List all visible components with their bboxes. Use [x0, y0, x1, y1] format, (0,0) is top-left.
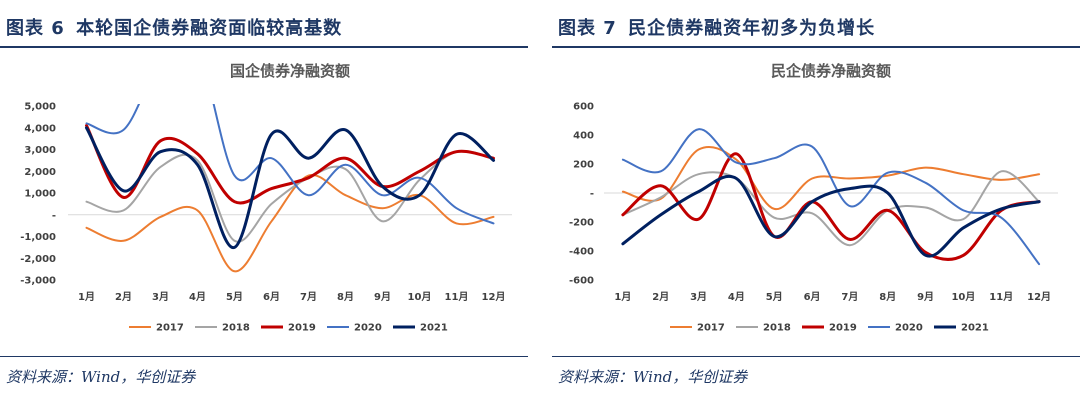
- y-tick-label: 400: [573, 131, 594, 142]
- figure-7-header: 图表 7 民企债券融资年初多为负增长: [558, 14, 875, 40]
- legend-label-2017: 2017: [156, 323, 184, 334]
- legend-label-2021: 2021: [420, 323, 448, 334]
- y-tick-label: 2,000: [24, 167, 56, 178]
- legend-label-2019: 2019: [829, 323, 857, 334]
- series-line-2019: [85, 124, 495, 205]
- x-tick-label: 7月: [300, 291, 317, 303]
- x-tick-label: 1月: [614, 291, 631, 303]
- figure-6-label: 图表 6: [6, 18, 65, 39]
- x-tick-label: 8月: [879, 291, 896, 303]
- x-tick-label: 6月: [263, 291, 280, 303]
- chart-title: 国企债券净融资额: [230, 62, 350, 80]
- panel-figure-7: 图表 7 民企债券融资年初多为负增长 民企债券净融资额 600 400 200 - -20…: [552, 0, 1080, 408]
- x-tick-label: 10月: [951, 291, 975, 303]
- legend-label-2021: 2021: [961, 323, 989, 334]
- x-tick-label: 6月: [804, 291, 821, 303]
- series-line-2018: [621, 170, 1041, 247]
- y-tick-label: 1,000: [24, 189, 56, 200]
- legend-label-2018: 2018: [763, 323, 791, 334]
- figure-7-caption: 民企债券融资年初多为负增长: [628, 18, 876, 39]
- legend-label-2018: 2018: [222, 323, 250, 334]
- y-tick-label: 4,000: [24, 123, 56, 134]
- legend-label-2020: 2020: [354, 323, 382, 334]
- x-tick-label: 11月: [989, 291, 1013, 303]
- y-tick-label: -: [52, 210, 56, 221]
- x-tick-label: 8月: [337, 291, 354, 303]
- series-line-2021: [621, 175, 1041, 258]
- x-tick-label: 5月: [766, 291, 783, 303]
- legend-label-2019: 2019: [288, 323, 316, 334]
- series-line-2020: [621, 128, 1041, 266]
- series-line-2018: [85, 149, 495, 243]
- figure-7-source: 资料来源：Wind，华创证券: [558, 368, 748, 386]
- x-tick-label: 4月: [189, 291, 206, 303]
- y-tick-label: -3,000: [20, 276, 56, 287]
- x-tick-label: 9月: [374, 291, 391, 303]
- x-tick-label: 3月: [690, 291, 707, 303]
- x-tick-label: 9月: [917, 291, 934, 303]
- y-tick-label: -1,000: [20, 232, 56, 243]
- chart-title: 民企债券净融资额: [771, 62, 891, 80]
- series-line-2017: [621, 145, 1041, 210]
- series-line-2019: [621, 152, 1041, 261]
- chart-private-bond-net-financing: 民企债券净融资额 600 400 200 - -200 -400 -600 1月 2月 3月 4月 5月…: [569, 62, 1058, 334]
- x-tick-label: 3月: [152, 291, 169, 303]
- chart-state-owned-bond-net-financing: 国企债券净融资额 5,000 4,000 3,000 2,000 1,000 - -1,000…: [20, 62, 512, 334]
- figure-6-header: 图表 6 本轮国企债券融资面临较高基数: [6, 14, 342, 40]
- y-tick-label: -200: [569, 218, 594, 229]
- legend-label-2020: 2020: [895, 323, 923, 334]
- y-tick-label: 3,000: [24, 145, 56, 156]
- legend-label-2017: 2017: [697, 323, 725, 334]
- x-tick-label: 2月: [652, 291, 669, 303]
- series-line-2020: [85, 104, 495, 225]
- figure-6-top-rule: [0, 46, 528, 48]
- figure-7-label: 图表 7: [558, 18, 617, 39]
- y-tick-label: -: [590, 189, 594, 200]
- x-tick-label: 5月: [226, 291, 243, 303]
- panel-figure-6: 图表 6 本轮国企债券融资面临较高基数 国企债券净融资额 5,000 4,000 3,…: [0, 0, 528, 408]
- y-tick-label: -400: [569, 247, 594, 258]
- x-tick-label: 11月: [445, 291, 469, 303]
- figure-6-caption: 本轮国企债券融资面临较高基数: [76, 18, 343, 39]
- series-line-2021: [85, 126, 495, 249]
- y-tick-label: 200: [573, 160, 594, 171]
- x-tick-label: 7月: [841, 291, 858, 303]
- y-tick-label: 600: [573, 102, 594, 113]
- y-tick-label: -2,000: [20, 254, 56, 265]
- x-tick-label: 10月: [408, 291, 432, 303]
- figure-7-bottom-rule: [552, 356, 1080, 357]
- x-tick-label: 1月: [78, 291, 95, 303]
- y-tick-label: 5,000: [24, 102, 56, 113]
- x-tick-label: 4月: [728, 291, 745, 303]
- y-tick-label: -600: [569, 276, 594, 287]
- x-tick-label: 12月: [482, 291, 506, 303]
- figure-6-bottom-rule: [0, 356, 528, 357]
- x-tick-label: 2月: [115, 291, 132, 303]
- figure-6-source: 资料来源：Wind，华创证券: [6, 368, 196, 386]
- x-tick-label: 12月: [1027, 291, 1051, 303]
- figure-7-top-rule: [552, 46, 1080, 48]
